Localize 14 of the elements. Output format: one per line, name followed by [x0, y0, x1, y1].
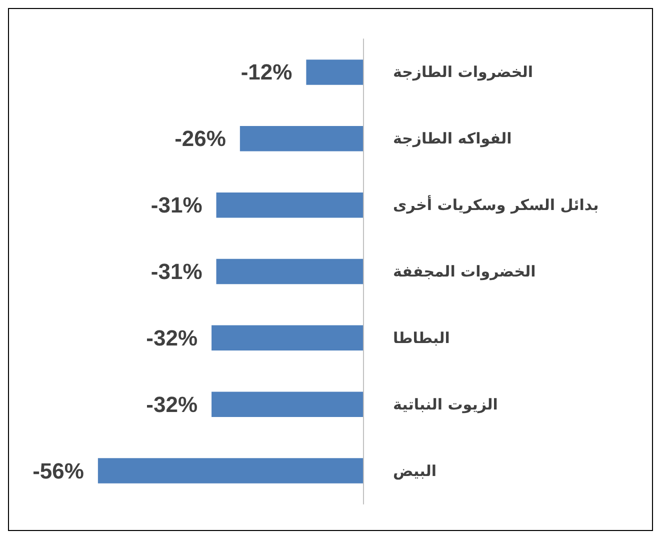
y-tick-label: بدائل السكر وسكريات أخرى [393, 195, 599, 214]
y-tick-label: البيض [393, 462, 436, 480]
y-tick-label: البطاطا [393, 328, 450, 347]
data-label: -32% [146, 392, 198, 417]
y-tick-label: الزيوت النباتية [393, 395, 498, 414]
y-tick-label: الفواكه الطازجة [393, 130, 512, 148]
y-tick-label: الخضروات المجففة [393, 262, 536, 280]
data-label: -56% [32, 458, 84, 484]
data-label: -31% [150, 192, 202, 218]
data-label: -26% [174, 126, 226, 152]
y-tick-label: الخضروات الطازجة [393, 63, 534, 82]
data-label: -32% [146, 325, 198, 350]
data-label: -31% [150, 259, 202, 284]
data-label: -12% [240, 60, 292, 85]
